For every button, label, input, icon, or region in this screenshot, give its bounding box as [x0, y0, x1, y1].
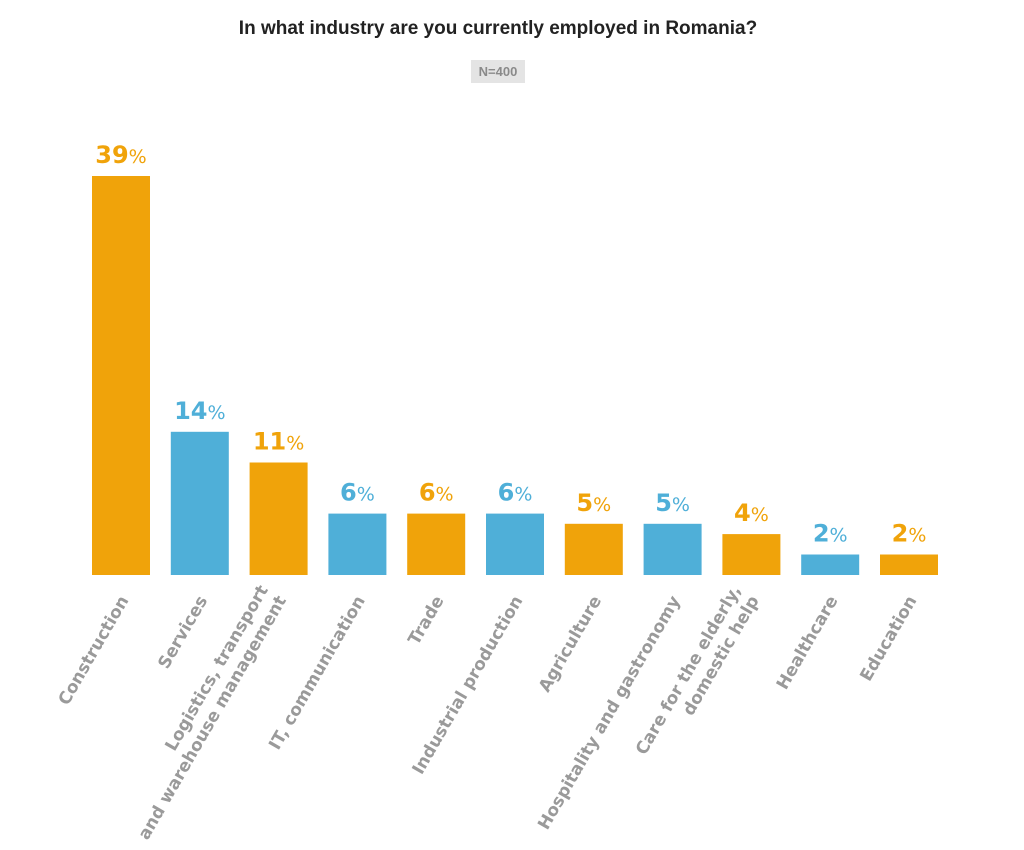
value-label-care-for-the-elderly-domestic-help: 4%	[734, 499, 769, 527]
sample-size-badge: N=400	[470, 60, 526, 83]
bar-agriculture	[564, 523, 623, 575]
chart-title: In what industry are you currently emplo…	[238, 18, 758, 39]
value-label-healthcare: 2%	[813, 520, 848, 548]
bar-trade	[407, 513, 466, 575]
bar-construction	[92, 176, 150, 575]
category-label-services: Services	[154, 593, 212, 673]
value-label-it-communication: 6%	[340, 479, 375, 507]
value-label-hospitality-and-gastronomy: 5%	[655, 489, 690, 517]
value-label-logistics-transport-and-warehouse-management: 11%	[253, 428, 304, 456]
value-label-agriculture: 5%	[576, 489, 611, 517]
category-label-construction: Construction	[55, 593, 134, 709]
bar-logistics-transport-and-warehouse-management	[249, 462, 308, 575]
value-label-trade: 6%	[419, 479, 454, 507]
value-label-education: 2%	[892, 520, 927, 548]
category-label-care-for-the-elderly-domestic-help: Care for the elderly,domestic help	[632, 582, 764, 769]
bar-care-for-the-elderly-domestic-help	[722, 534, 781, 575]
bar-healthcare	[801, 554, 860, 575]
value-label-construction: 39%	[95, 141, 146, 169]
category-label-agriculture: Agriculture	[535, 593, 606, 696]
category-label-logistics-transport-and-warehouse-management: Logistics, transportand warehouse manage…	[116, 582, 291, 843]
value-label-services: 14%	[174, 397, 225, 425]
bar-services	[170, 431, 229, 575]
bar-hospitality-and-gastronomy	[643, 523, 702, 575]
bar-industrial-production	[486, 513, 544, 575]
bar-it-communication	[328, 513, 387, 575]
category-label-education: Education	[856, 593, 921, 685]
subtitle-wrap: N=400	[0, 60, 996, 83]
value-label-industrial-production: 6%	[498, 479, 533, 507]
bar-education	[880, 554, 938, 575]
category-label-trade: Trade	[405, 593, 449, 649]
category-label-healthcare: Healthcare	[773, 593, 843, 694]
